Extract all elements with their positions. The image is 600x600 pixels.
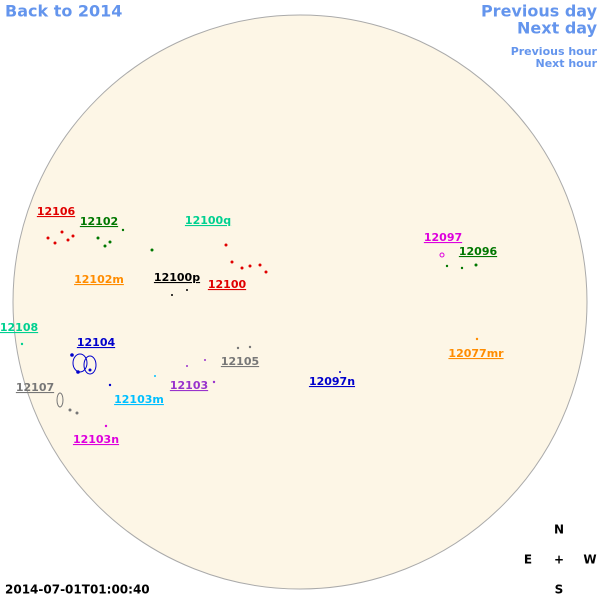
spot-outline (72, 353, 88, 373)
compass-east: E (524, 553, 532, 567)
compass: N E + W S (524, 523, 597, 597)
next-day-link[interactable]: Next day (517, 19, 598, 38)
region-label[interactable]: 12100p (154, 271, 200, 284)
region-label[interactable]: 12103 (170, 379, 208, 392)
region-label[interactable]: 12100 (208, 278, 247, 291)
back-link[interactable]: Back to 2014 (5, 2, 122, 21)
compass-north: N (554, 523, 564, 537)
timestamp: 2014-07-01T01:00:40 (5, 583, 150, 597)
spot-outline (56, 392, 64, 408)
region-label[interactable]: 12102m (74, 273, 124, 286)
compass-center: + (554, 553, 564, 567)
region-label[interactable]: 12105 (221, 355, 259, 368)
region-label[interactable]: 12107 (16, 381, 54, 394)
region-label[interactable]: 12106 (37, 205, 76, 218)
region-label[interactable]: 12100q (185, 214, 231, 227)
solar-disk (12, 14, 588, 590)
next-hour-link[interactable]: Next hour (536, 57, 598, 70)
region-labels: 12106 12102 12100q 12097 12096 12102m 12… (0, 205, 504, 446)
previous-hour-link[interactable]: Previous hour (511, 45, 598, 58)
region-label[interactable]: 12103n (73, 433, 119, 446)
compass-south: S (555, 583, 564, 597)
spots (20, 228, 479, 428)
region-label[interactable]: 12096 (459, 245, 498, 258)
region-label[interactable]: 12102 (80, 215, 118, 228)
previous-day-link[interactable]: Previous day (481, 2, 598, 21)
compass-west: W (583, 553, 596, 567)
region-label[interactable]: 12077mr (448, 347, 504, 360)
region-label[interactable]: 12104 (77, 336, 116, 349)
region-label[interactable]: 12108 (0, 321, 38, 334)
region-label[interactable]: 12097n (309, 375, 355, 388)
spot-outline (83, 355, 97, 375)
region-label[interactable]: 12103m (114, 393, 164, 406)
region-label[interactable]: 12097 (424, 231, 462, 244)
